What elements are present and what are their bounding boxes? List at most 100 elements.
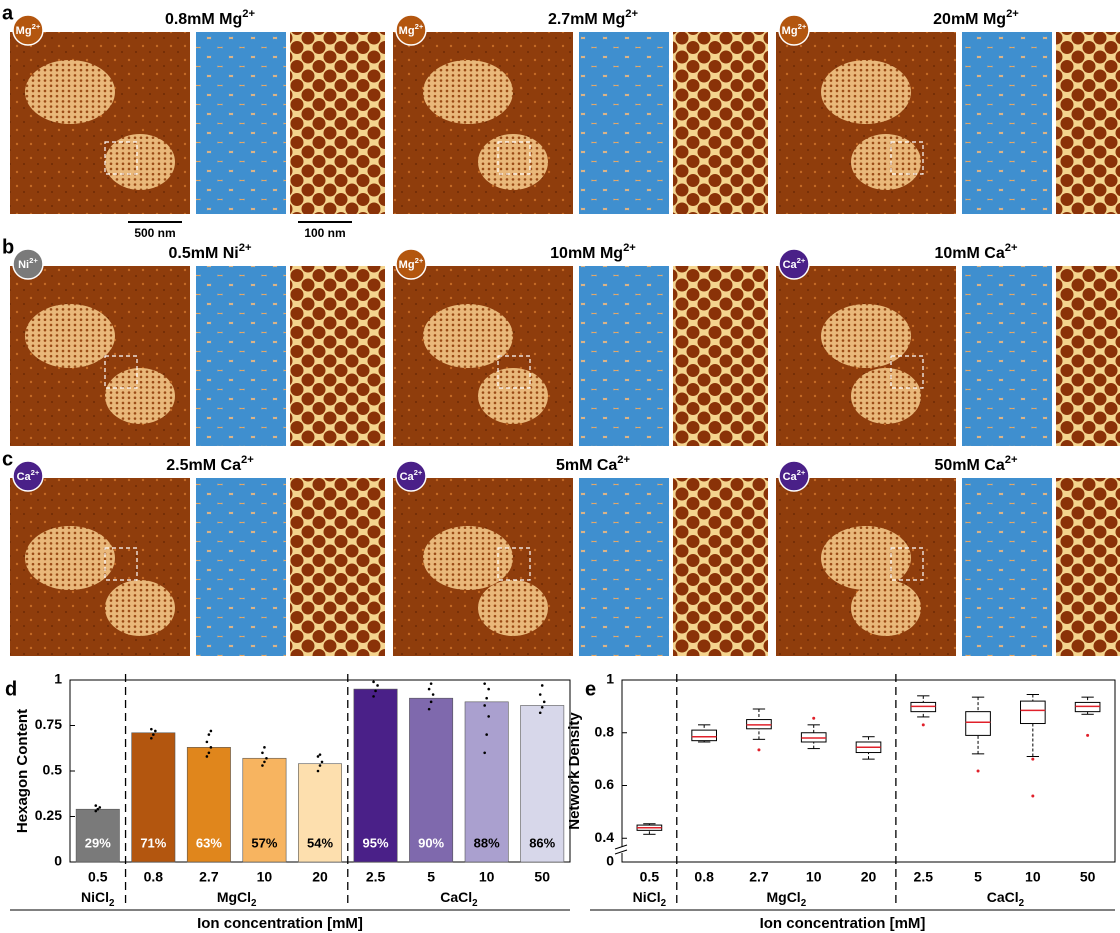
data-point — [372, 695, 375, 698]
zoom-overlay — [962, 32, 1052, 214]
x-tick-label: 0.5 — [88, 869, 108, 885]
data-point — [430, 701, 433, 704]
panel-letter: a — [2, 2, 14, 24]
box — [692, 730, 717, 741]
x-tick-label: 2.5 — [914, 869, 934, 885]
data-point — [94, 810, 97, 813]
outlier — [812, 717, 815, 720]
badge-label-main: Ca — [783, 471, 798, 483]
data-point — [265, 757, 268, 760]
zoom-overlay — [579, 266, 669, 446]
afm-image — [10, 32, 190, 214]
group-label-sub: 2 — [472, 898, 478, 909]
image-title: 0.5mM Ni2+ — [168, 242, 251, 262]
badge-label-main: Ni — [18, 259, 29, 271]
group-label-sub: 2 — [1019, 898, 1025, 909]
figure: aMg2+0.8mM Mg2+Mg2+2.7mM Mg2+Mg2+20mM Mg… — [0, 0, 1120, 933]
data-point — [210, 746, 213, 749]
data-point — [94, 804, 97, 807]
y-tick-label: 1 — [606, 671, 614, 687]
y-tick-label: 0 — [606, 853, 614, 869]
zoom-raw — [673, 266, 768, 446]
data-point — [372, 681, 375, 684]
data-point — [206, 741, 209, 744]
group-label-main: NiCl — [81, 889, 109, 905]
badge-label-sup: 2+ — [415, 256, 424, 265]
badge-label-main: Mg — [16, 25, 32, 37]
data-point — [263, 746, 266, 749]
data-point — [541, 706, 544, 709]
data-point — [263, 761, 266, 764]
outlier — [922, 723, 925, 726]
group-label-sub: 2 — [251, 898, 257, 909]
x-axis-label: Ion concentration [mM] — [760, 915, 926, 932]
data-point — [430, 682, 433, 685]
image-title-sup: 2+ — [241, 454, 254, 466]
data-point — [319, 753, 322, 756]
zoom-overlay — [196, 266, 286, 446]
zoom-overlay — [579, 478, 669, 656]
x-tick-label: 0.8 — [144, 869, 164, 885]
dna-island — [851, 368, 921, 424]
x-tick-label: 10 — [1025, 869, 1041, 885]
x-tick-label: 10 — [806, 869, 822, 885]
y-tick-label: 0.4 — [595, 829, 615, 845]
value-label: 71% — [140, 835, 166, 850]
image-title-sup: 2+ — [617, 454, 630, 466]
panel-letter: d — [5, 678, 17, 700]
data-point — [483, 752, 486, 755]
value-label: 88% — [474, 835, 500, 850]
group-label-main: NiCl — [633, 889, 661, 905]
box — [1021, 701, 1046, 723]
image-title: 10mM Mg2+ — [550, 242, 636, 262]
y-axis-label: Network Density — [566, 712, 583, 830]
zoom-raw — [1056, 266, 1120, 446]
badge-label-main: Mg — [782, 25, 798, 37]
badge-label-sup: 2+ — [29, 256, 38, 265]
badge-label-sup: 2+ — [797, 468, 806, 477]
y-tick-label: 0 — [54, 853, 62, 869]
group-label: CaCl2 — [987, 889, 1025, 909]
image-title-sup: 2+ — [239, 242, 252, 254]
x-axis-label: Ion concentration [mM] — [197, 915, 363, 932]
data-point — [321, 761, 324, 764]
badge-label-sup: 2+ — [797, 256, 806, 265]
panel-letter: e — [585, 678, 596, 700]
data-point — [208, 752, 211, 755]
data-point — [483, 704, 486, 707]
image-title: 50mM Ca2+ — [934, 454, 1017, 474]
value-label: 95% — [363, 835, 389, 850]
dna-island — [25, 526, 115, 590]
y-tick-label: 0.6 — [595, 776, 615, 792]
x-tick-label: 10 — [479, 869, 495, 885]
dna-island — [105, 580, 175, 636]
dna-island — [851, 580, 921, 636]
y-tick-label: 1 — [54, 671, 62, 687]
dna-island — [851, 134, 921, 190]
data-point — [485, 697, 488, 700]
image-title: 5mM Ca2+ — [556, 454, 631, 474]
image-title-main: 20mM Mg — [933, 11, 1006, 28]
image-title-sup: 2+ — [1006, 8, 1019, 20]
image-title-sup: 2+ — [623, 242, 636, 254]
badge-label-sup: 2+ — [798, 22, 807, 31]
value-label: 29% — [85, 835, 111, 850]
x-tick-label: 10 — [257, 869, 273, 885]
image-title: 0.8mM Mg2+ — [165, 8, 256, 28]
y-tick-label: 0.75 — [35, 716, 62, 732]
image-title-sup: 2+ — [1005, 242, 1018, 254]
group-label-main: MgCl — [766, 889, 800, 905]
data-point — [539, 711, 542, 714]
group-label-sub: 2 — [109, 898, 115, 909]
data-point — [487, 715, 490, 718]
group-label-main: MgCl — [217, 889, 251, 905]
badge-label-sup: 2+ — [31, 468, 40, 477]
group-label-main: CaCl — [440, 889, 472, 905]
dna-island — [25, 304, 115, 368]
outlier — [1031, 758, 1034, 761]
data-point — [541, 684, 544, 687]
y-tick-label: 0.8 — [595, 723, 615, 739]
group-label: CaCl2 — [440, 889, 478, 909]
data-point — [98, 806, 101, 809]
outlier — [1031, 795, 1034, 798]
